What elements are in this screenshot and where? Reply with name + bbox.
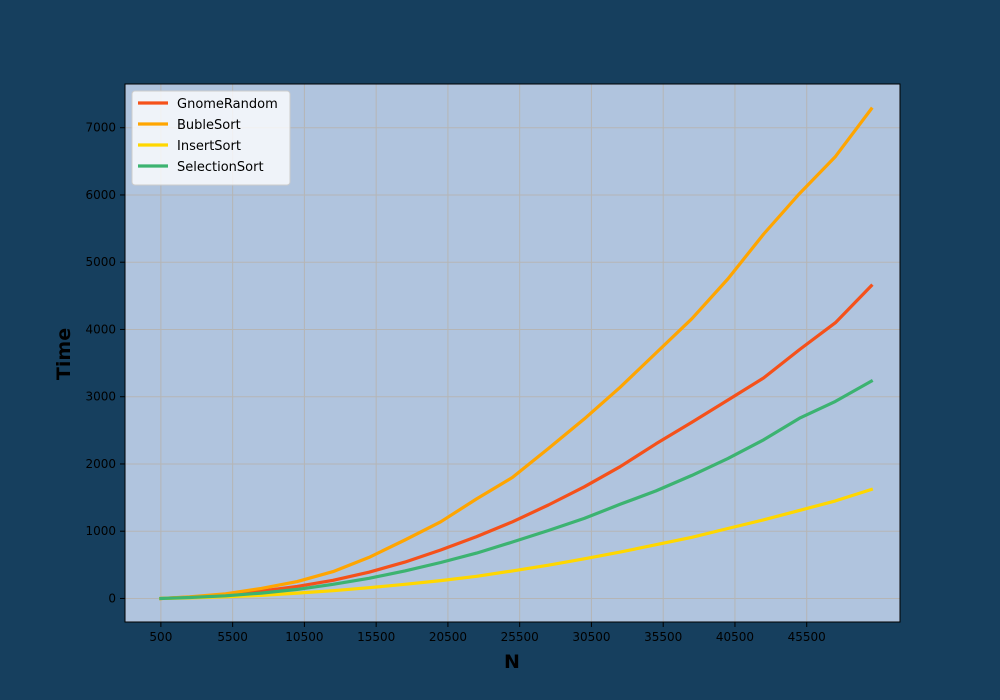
series-line-selectionsort [159, 379, 874, 601]
legend-label: GnomeRandom [177, 97, 278, 112]
x-tick-label: 35500 [644, 630, 682, 644]
y-tick-label: 4000 [85, 322, 116, 336]
x-tick-label: 45500 [788, 630, 826, 644]
y-tick-label: 3000 [85, 390, 116, 404]
y-tick-label: 7000 [85, 121, 116, 135]
x-tick-label: 40500 [716, 630, 754, 644]
y-tick-label: 6000 [85, 188, 116, 202]
y-axis-label: Time [53, 328, 75, 380]
series-line-gnomerandom [159, 283, 874, 601]
x-tick-label: 30500 [572, 630, 610, 644]
x-tick-label: 5500 [217, 630, 248, 644]
series-line-insertsort [159, 487, 874, 601]
x-tick-label: 25500 [501, 630, 539, 644]
x-axis-label: N [504, 651, 520, 673]
series-lines [159, 106, 874, 601]
y-tick-label: 1000 [85, 524, 116, 538]
legend-label: InsertSort [177, 139, 241, 154]
grid [125, 84, 900, 622]
x-tick-label: 15500 [357, 630, 395, 644]
series-line-bublesort [159, 106, 874, 601]
x-tick-label: 10500 [285, 630, 323, 644]
legend: GnomeRandom BubleSort InsertSort SelectionS… [131, 90, 291, 186]
legend-label: SelectionSort [177, 160, 264, 175]
plot-frame [124, 83, 901, 623]
x-tick-label: 500 [149, 630, 172, 644]
legend-box [131, 90, 291, 186]
legend-label: BubleSort [177, 118, 241, 133]
x-axis: 500 5500 10500 15500 20500 25500 30500 35500 405… [149, 622, 826, 644]
x-tick-label: 20500 [429, 630, 467, 644]
y-tick-label: 5000 [85, 255, 116, 269]
y-tick-label: 2000 [85, 457, 116, 471]
y-tick-label: 0 [108, 591, 116, 605]
y-axis: 0 1000 2000 3000 4000 5000 6000 7000 [85, 121, 125, 605]
